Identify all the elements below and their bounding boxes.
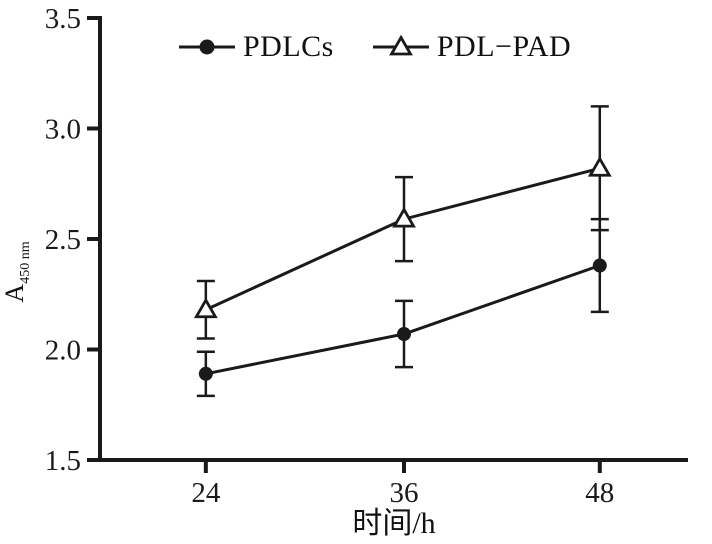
y-tick-label: 3.0 [45, 114, 81, 146]
data-point-triangle [587, 155, 612, 177]
y-axis-label: A450 nm [0, 241, 34, 302]
y-tick-label: 2.5 [45, 224, 81, 256]
legend-entry-pdlcs: PDLCs [178, 30, 334, 64]
x-tick-label: 48 [585, 477, 614, 509]
chart-legend: PDLCs PDL−PAD [178, 30, 571, 64]
y-axis-label-subscript: 450 nm [18, 241, 34, 284]
data-point-triangle [193, 297, 218, 319]
x-tick-label: 36 [389, 477, 418, 509]
y-tick-label: 1.5 [45, 445, 81, 477]
y-tick-label: 3.5 [45, 3, 81, 35]
x-axis-label: 时间/h [352, 507, 436, 540]
y-tick-label: 2.0 [45, 335, 81, 367]
y-axis-label-base: A [0, 283, 29, 303]
open-triangle-marker-icon [372, 34, 429, 56]
data-point-circle [198, 366, 213, 381]
data-point-triangle [392, 206, 416, 228]
x-tick-label: 24 [191, 477, 221, 509]
legend-label-pdl-pad: PDL−PAD [436, 30, 572, 63]
legend-label-pdlcs: PDLCs [243, 30, 334, 63]
data-point-circle [396, 327, 411, 342]
data-point-circle [592, 258, 607, 273]
filled-circle-marker-icon [179, 39, 235, 55]
legend-entry-pdl-pad: PDL−PAD [372, 30, 571, 64]
